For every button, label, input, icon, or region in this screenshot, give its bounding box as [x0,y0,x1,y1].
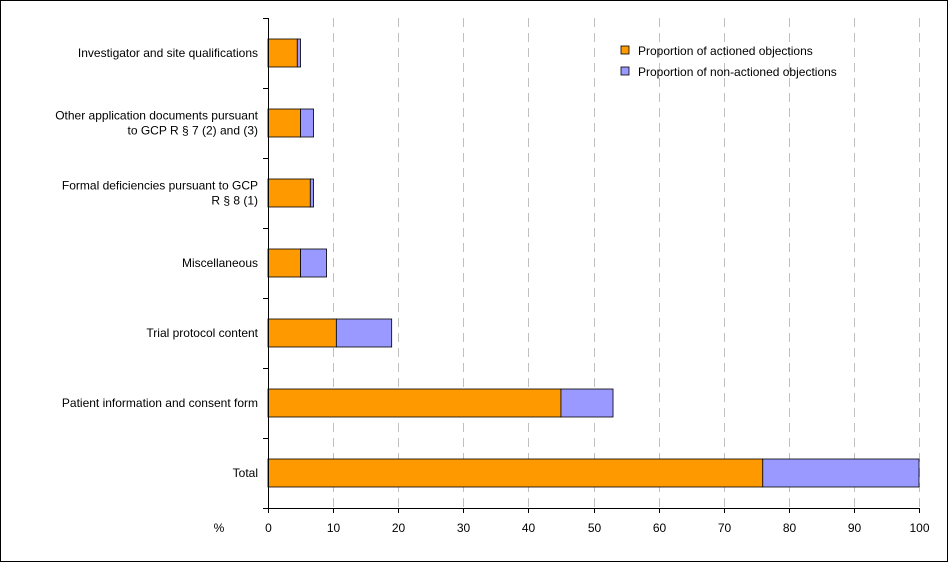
bar-non-actioned [300,248,327,278]
x-tick-labels: 0 10 20 30 40 50 60 70 80 90 100 [265,521,930,535]
legend: Proportion of actioned objections Proport… [620,44,837,79]
bar-actioned [267,38,298,68]
bar-non-actioned [335,318,393,348]
x-tick-label: 90 [848,521,862,535]
category-label: Miscellaneous [182,256,258,270]
axes [263,18,920,513]
category-label: Patient information and consent form [62,396,258,410]
x-tick-label: 10 [327,521,341,535]
bar-non-actioned [300,108,314,138]
bar-non-actioned [762,458,920,488]
legend-swatch [620,66,630,76]
x-tick-label: 70 [718,521,732,535]
bar-non-actioned [309,178,314,208]
category-label: Total [233,466,258,480]
category-label: R § 8 (1) [211,194,258,208]
x-tick-label: 40 [522,521,536,535]
category-label: Other application documents pursuant [55,109,258,123]
legend-swatch [620,45,630,55]
category-label: Formal deficiencies pursuant to GCP [62,179,258,193]
x-tick-label: 0 [265,521,272,535]
bars [267,38,920,488]
bar-actioned [267,318,337,348]
x-axis-unit-label: % [214,521,225,535]
x-tick-label: 50 [588,521,602,535]
bar-non-actioned [560,388,614,418]
bar-actioned [267,458,764,488]
category-label: Trial protocol content [146,326,258,340]
bar-actioned [267,388,562,418]
x-tick-label: 60 [653,521,667,535]
legend-label: Proportion of actioned objections [638,44,813,58]
x-tick-label: 20 [392,521,406,535]
bar-actioned [267,178,311,208]
bar-actioned [267,248,301,278]
gridlines [333,18,920,508]
category-label: Investigator and site qualifications [78,46,258,60]
x-tick-label: 80 [783,521,797,535]
category-label: to GCP R § 7 (2) and (3) [128,124,259,138]
x-tick-label: 30 [457,521,471,535]
bar-actioned [267,108,301,138]
legend-label: Proportion of non-actioned objections [638,65,837,79]
x-tick-label: 100 [909,521,929,535]
bar-non-actioned [296,38,301,68]
category-labels: Investigator and site qualifications Othe… [55,46,258,480]
